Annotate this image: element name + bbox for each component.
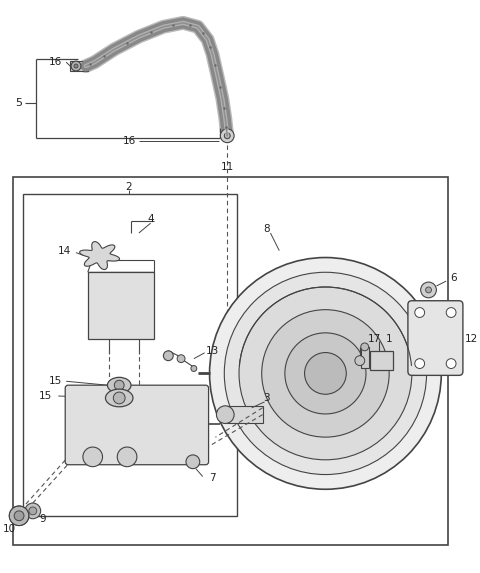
Circle shape bbox=[163, 351, 173, 360]
Ellipse shape bbox=[106, 389, 133, 407]
Circle shape bbox=[191, 366, 197, 371]
Circle shape bbox=[25, 503, 41, 519]
Circle shape bbox=[114, 380, 124, 390]
Text: 7: 7 bbox=[209, 473, 216, 484]
FancyBboxPatch shape bbox=[408, 301, 463, 375]
Circle shape bbox=[177, 355, 185, 363]
Text: 16: 16 bbox=[49, 57, 62, 67]
Circle shape bbox=[71, 61, 81, 71]
Circle shape bbox=[426, 287, 432, 293]
Circle shape bbox=[285, 333, 366, 414]
Circle shape bbox=[113, 392, 125, 404]
Circle shape bbox=[361, 343, 369, 351]
Circle shape bbox=[420, 282, 436, 298]
Circle shape bbox=[210, 257, 441, 489]
Text: 13: 13 bbox=[206, 346, 219, 356]
Circle shape bbox=[446, 308, 456, 317]
Text: 14: 14 bbox=[58, 246, 71, 256]
Circle shape bbox=[14, 511, 24, 521]
Text: 8: 8 bbox=[263, 224, 270, 234]
Text: 16: 16 bbox=[122, 136, 136, 146]
Text: 1: 1 bbox=[386, 334, 393, 344]
Circle shape bbox=[74, 64, 78, 68]
Bar bbox=[361, 347, 369, 368]
Circle shape bbox=[305, 352, 346, 394]
Circle shape bbox=[220, 129, 234, 143]
Bar bbox=[70, 61, 88, 71]
Bar bbox=[225, 406, 263, 423]
Circle shape bbox=[224, 133, 230, 139]
Text: 2: 2 bbox=[126, 182, 132, 192]
Circle shape bbox=[216, 406, 234, 423]
Text: 5: 5 bbox=[15, 99, 23, 108]
Circle shape bbox=[262, 309, 389, 437]
Ellipse shape bbox=[108, 378, 131, 393]
Text: 11: 11 bbox=[221, 162, 234, 172]
Bar bbox=[370, 351, 393, 371]
Circle shape bbox=[224, 272, 427, 474]
Bar bbox=[23, 194, 237, 516]
Polygon shape bbox=[80, 242, 120, 269]
Text: 15: 15 bbox=[49, 376, 62, 386]
Text: 12: 12 bbox=[465, 334, 478, 344]
Circle shape bbox=[83, 447, 103, 466]
Text: 4: 4 bbox=[147, 214, 154, 224]
Circle shape bbox=[117, 447, 137, 466]
Text: 9: 9 bbox=[39, 514, 46, 524]
Text: 6: 6 bbox=[450, 273, 456, 283]
Circle shape bbox=[239, 287, 412, 460]
Bar bbox=[13, 177, 448, 545]
Circle shape bbox=[446, 359, 456, 368]
Text: 15: 15 bbox=[39, 391, 52, 401]
Text: 3: 3 bbox=[263, 393, 270, 403]
Polygon shape bbox=[88, 272, 154, 339]
Circle shape bbox=[29, 507, 37, 515]
Circle shape bbox=[9, 506, 29, 525]
Circle shape bbox=[186, 455, 200, 469]
Circle shape bbox=[355, 356, 365, 366]
Text: 17: 17 bbox=[368, 334, 381, 344]
Text: 10: 10 bbox=[3, 524, 16, 533]
Circle shape bbox=[415, 308, 425, 317]
FancyBboxPatch shape bbox=[65, 385, 209, 465]
Circle shape bbox=[415, 359, 425, 368]
